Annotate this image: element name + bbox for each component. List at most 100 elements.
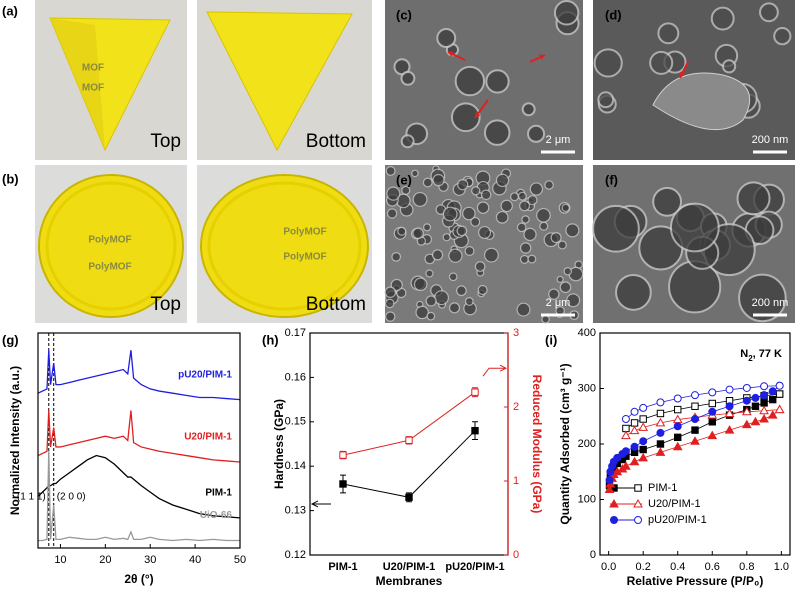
marker (759, 405, 769, 415)
sem-texture (423, 223, 432, 232)
scale-label: 2 μm (546, 297, 571, 309)
arrow-head (475, 112, 481, 118)
membrane (206, 11, 353, 152)
marker (655, 447, 666, 456)
x-tick-label: 10 (54, 554, 66, 566)
y-tick-label: 100 (578, 493, 596, 505)
sem-texture (425, 295, 437, 307)
marker (630, 407, 639, 416)
y2-tick-label: 1 (513, 475, 519, 487)
sem-texture (557, 240, 567, 250)
sem-texture (454, 65, 486, 97)
marker (639, 415, 647, 423)
sem-texture (523, 227, 537, 242)
sem-texture (736, 181, 771, 216)
sem-texture (550, 232, 562, 244)
marker (742, 383, 751, 392)
marker (674, 433, 682, 442)
marker (656, 409, 665, 418)
marker (774, 404, 785, 414)
sem-texture (411, 169, 419, 178)
y-axis-title: Quantity Adsorbed (cm³ g⁻¹) (558, 363, 572, 524)
y-tick-label: 200 (578, 438, 596, 450)
y-axis-title: Normalized Intensity (a.u.) (8, 366, 22, 515)
sem-texture (397, 226, 407, 236)
marker (767, 410, 778, 419)
legend-marker (633, 498, 643, 508)
marker (405, 436, 413, 445)
legend-label: U20/PIM-1 (648, 498, 701, 510)
sem-texture (386, 186, 401, 201)
inscription: PolyMOF (283, 227, 326, 238)
sem-texture (738, 273, 787, 323)
y2-axis-title: Reduced Modulus (GPa) (530, 375, 544, 514)
marker (471, 426, 479, 435)
marker (691, 391, 699, 400)
membrane-rim (207, 181, 362, 311)
sem-texture (516, 222, 527, 233)
sem-texture (455, 285, 467, 297)
sem-texture (539, 221, 549, 231)
marker (708, 418, 716, 426)
sem-texture (431, 249, 444, 261)
photo-caption: Bottom (306, 294, 366, 315)
marker (741, 406, 752, 416)
y-tick-label: 400 (578, 327, 596, 339)
series-label: U20/PIM-1 (184, 432, 232, 443)
sem-texture (563, 267, 573, 276)
sem-texture (652, 186, 683, 217)
axis-arrow (310, 500, 331, 508)
marker (768, 387, 777, 396)
marker (707, 430, 718, 440)
marker (724, 425, 735, 434)
sem-texture (422, 177, 433, 188)
x-axis-title: Membranes (376, 574, 443, 588)
legend-label: pU20/PIM-1 (648, 514, 707, 526)
marker (691, 415, 699, 424)
marker (673, 394, 682, 403)
sem-texture (483, 247, 499, 263)
sem-texture (519, 254, 530, 264)
marker (691, 426, 699, 434)
sem-texture (401, 185, 411, 196)
sem-texture (434, 290, 450, 306)
scale-label: 2 μm (546, 134, 571, 146)
x-tick-label: 0.8 (739, 561, 754, 573)
x-tick-label: 30 (144, 554, 156, 566)
x-tick-label: 1.0 (774, 561, 789, 573)
sem-texture (593, 48, 623, 78)
marker (672, 441, 683, 451)
marker (690, 436, 700, 445)
marker (708, 399, 716, 408)
inscription: PolyMOF (88, 262, 131, 273)
reference-label: (1 1 1) (17, 492, 46, 503)
marker (750, 416, 761, 426)
sem-texture (400, 70, 416, 86)
panel-label: (f) (605, 172, 618, 187)
y-tick-label: 0.17 (285, 327, 306, 339)
marker (630, 442, 639, 451)
x-tick-label: 0.0 (601, 561, 616, 573)
sem-texture (527, 124, 546, 143)
sem-texture (597, 91, 615, 109)
sem-texture (566, 293, 581, 308)
sem-texture (759, 2, 779, 23)
marker (656, 398, 665, 407)
inscription: MOF (82, 83, 104, 94)
sem-texture (669, 202, 720, 253)
marker (691, 402, 699, 410)
sem-texture (457, 179, 469, 191)
sem-texture (500, 199, 513, 213)
sem-texture (384, 298, 395, 309)
sem-texture (432, 173, 445, 187)
x-tick-label: 20 (99, 554, 111, 566)
x-tick-label: U20/PIM-1 (383, 561, 436, 573)
sem-texture (592, 204, 640, 253)
marker (708, 388, 717, 397)
sem-texture (529, 182, 544, 196)
marker (471, 388, 479, 396)
marker (638, 452, 649, 462)
marker (405, 493, 413, 501)
sem-texture (519, 200, 531, 212)
